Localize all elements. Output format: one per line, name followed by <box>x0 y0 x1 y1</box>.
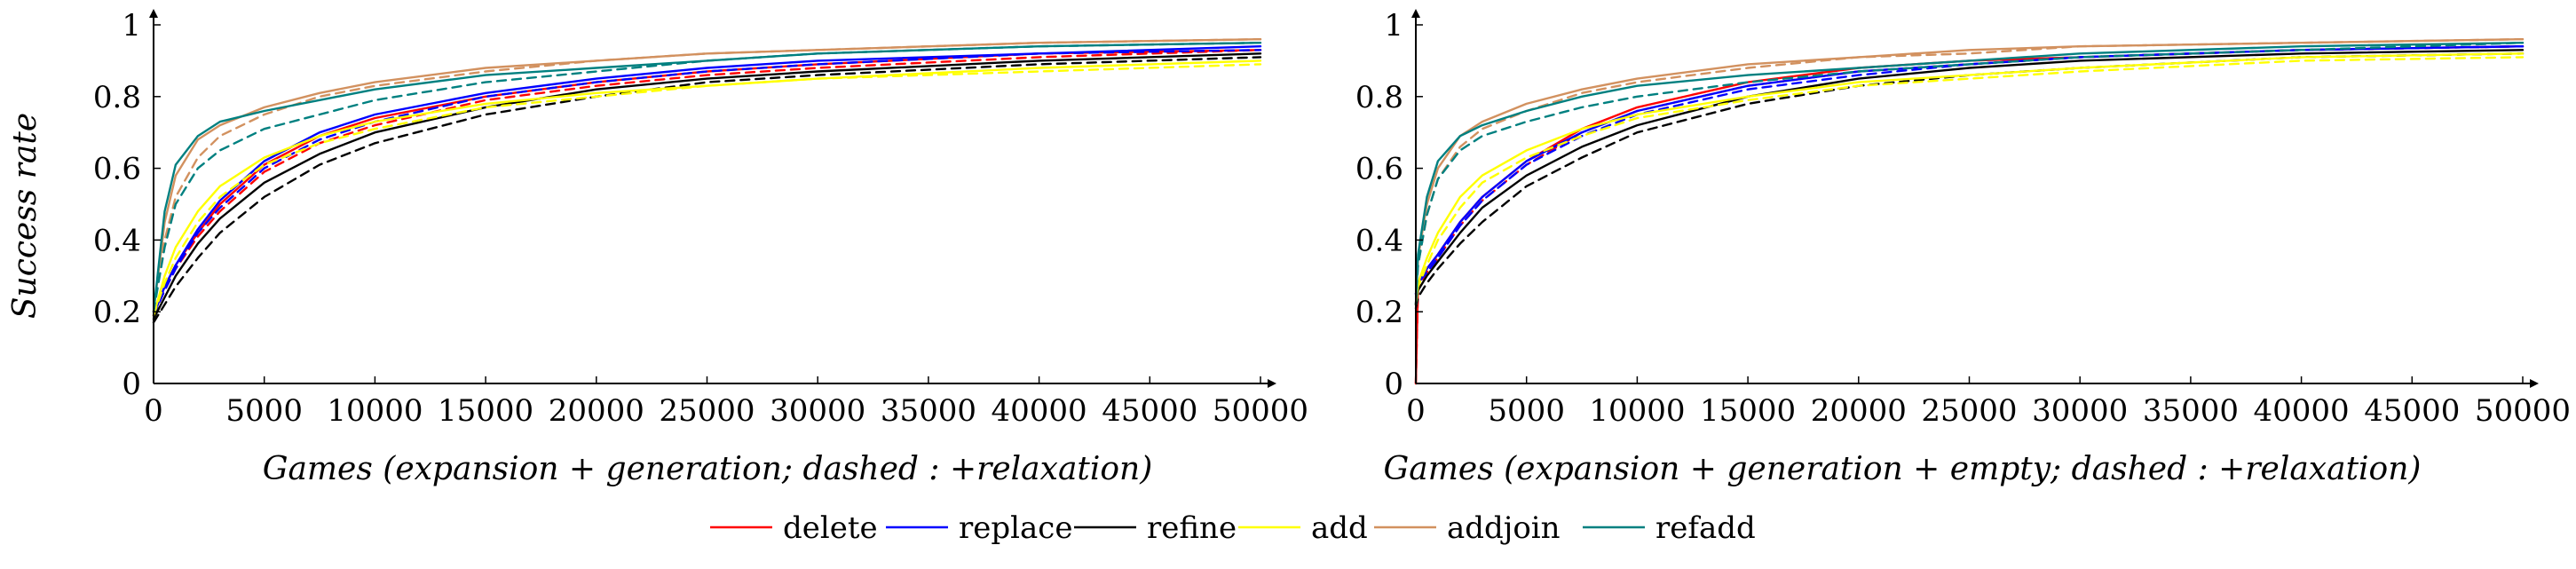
series-line-addjoin <box>1414 38 2525 306</box>
legend-label-delete: delete <box>783 510 878 546</box>
x-tick-label: 35000 <box>881 393 976 429</box>
series-line-refadd <box>152 42 1262 313</box>
series-line-addjoin-dashed <box>1414 38 2525 306</box>
y-axis-label: Success rate <box>7 113 43 319</box>
legend-label-refine: refine <box>1147 510 1237 546</box>
x-tick-label: 0 <box>144 393 163 429</box>
y-tick-label: 0.4 <box>93 223 141 258</box>
x-tick-label: 20000 <box>549 393 644 429</box>
series-line-replace <box>1414 45 2525 296</box>
legend-label-addjoin: addjoin <box>1447 510 1561 546</box>
x-tick-label: 15000 <box>438 393 533 429</box>
y-tick-label: 0.8 <box>93 80 141 115</box>
x-tick-label: 25000 <box>1921 393 2017 429</box>
y-tick-label: 0 <box>1384 367 1403 402</box>
left-chart: 0 5000 10000 15000 20000 25000 30000 35000 40000… <box>7 8 1308 487</box>
x-tick-label: 50000 <box>2475 393 2571 429</box>
legend-label-refadd: refadd <box>1655 510 1756 546</box>
x-tick-label: 5000 <box>1488 393 1565 429</box>
y-tick-label: 0.2 <box>93 295 141 330</box>
x-tick-label: 0 <box>1406 393 1426 429</box>
y-tick-label: 0.6 <box>1355 152 1403 187</box>
x-tick-label: 25000 <box>659 393 755 429</box>
x-tick-label: 30000 <box>770 393 865 429</box>
series-line-add-dashed <box>1414 56 2525 306</box>
series-line-refadd-dashed <box>1414 42 2525 306</box>
right-chart: 0 5000 10000 15000 20000 25000 30000 35000 40000… <box>1355 8 2571 487</box>
x-tick-label: 35000 <box>2143 393 2239 429</box>
y-tick-label: 1 <box>122 8 141 43</box>
y-tick-label: 0.2 <box>1355 295 1403 330</box>
y-tick-label: 1 <box>1384 8 1403 43</box>
x-tick-label: 30000 <box>2032 393 2128 429</box>
series-line-refine <box>152 52 1262 320</box>
series-line-delete-dashed <box>152 49 1262 317</box>
x-axis-label: Games (expansion + generation + empty; d… <box>1384 451 2422 487</box>
x-tick-label: 10000 <box>327 393 423 429</box>
series-line-refine-dashed <box>1414 52 2525 310</box>
x-tick-label: 5000 <box>225 393 303 429</box>
x-tick-label: 40000 <box>2254 393 2350 429</box>
x-tick-label: 15000 <box>1700 393 1796 429</box>
series-line-add-dashed <box>152 63 1262 317</box>
series-line-add <box>152 59 1262 317</box>
series-line-replace-dashed <box>1414 45 2525 296</box>
series-line-refadd-dashed <box>152 42 1262 313</box>
y-tick-label: 0 <box>122 367 141 402</box>
x-tick-label: 10000 <box>1589 393 1685 429</box>
x-tick-label: 45000 <box>1102 393 1197 429</box>
y-tick-label: 0.8 <box>1355 80 1403 115</box>
series-line-add <box>1414 52 2525 306</box>
x-tick-label: 20000 <box>1811 393 1907 429</box>
series-line-delete <box>152 49 1262 317</box>
x-tick-label: 45000 <box>2364 393 2460 429</box>
series-line-addjoin-dashed <box>152 38 1262 313</box>
legend-label-add: add <box>1311 510 1368 546</box>
series-line-addjoin <box>152 38 1262 313</box>
series-line-refine <box>1414 49 2525 306</box>
legend-label-replace: replace <box>959 510 1072 546</box>
x-tick-label: 40000 <box>992 393 1087 429</box>
y-tick-label: 0.4 <box>1355 223 1403 258</box>
series-line-refine-dashed <box>152 56 1262 324</box>
legend: delete replace refine add addjoin refadd <box>710 510 1756 546</box>
series-line-replace <box>152 45 1262 317</box>
x-axis-label: Games (expansion + generation; dashed : … <box>263 451 1153 487</box>
y-tick-label: 0.6 <box>93 152 141 187</box>
series-line-refadd <box>1414 42 2525 306</box>
series-line-replace-dashed <box>152 49 1262 317</box>
x-tick-label: 50000 <box>1213 393 1308 429</box>
